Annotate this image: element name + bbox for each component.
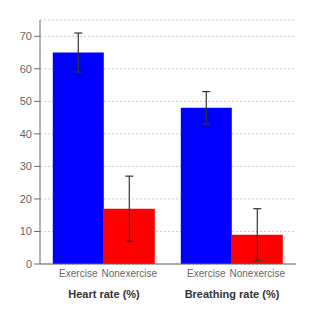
svg-text:Nonexercise: Nonexercise <box>102 268 158 279</box>
svg-text:40: 40 <box>20 128 32 140</box>
svg-text:Exercise: Exercise <box>187 268 226 279</box>
svg-text:Exercise: Exercise <box>59 268 98 279</box>
svg-text:50: 50 <box>20 95 32 107</box>
svg-text:Breathing rate (%): Breathing rate (%) <box>185 288 280 300</box>
svg-text:0: 0 <box>26 258 32 270</box>
svg-text:70: 70 <box>20 30 32 42</box>
svg-text:Nonexercise: Nonexercise <box>230 268 286 279</box>
svg-text:Heart rate (%): Heart rate (%) <box>68 288 140 300</box>
svg-text:10: 10 <box>20 225 32 237</box>
svg-text:30: 30 <box>20 160 32 172</box>
svg-text:60: 60 <box>20 63 32 75</box>
svg-text:20: 20 <box>20 193 32 205</box>
